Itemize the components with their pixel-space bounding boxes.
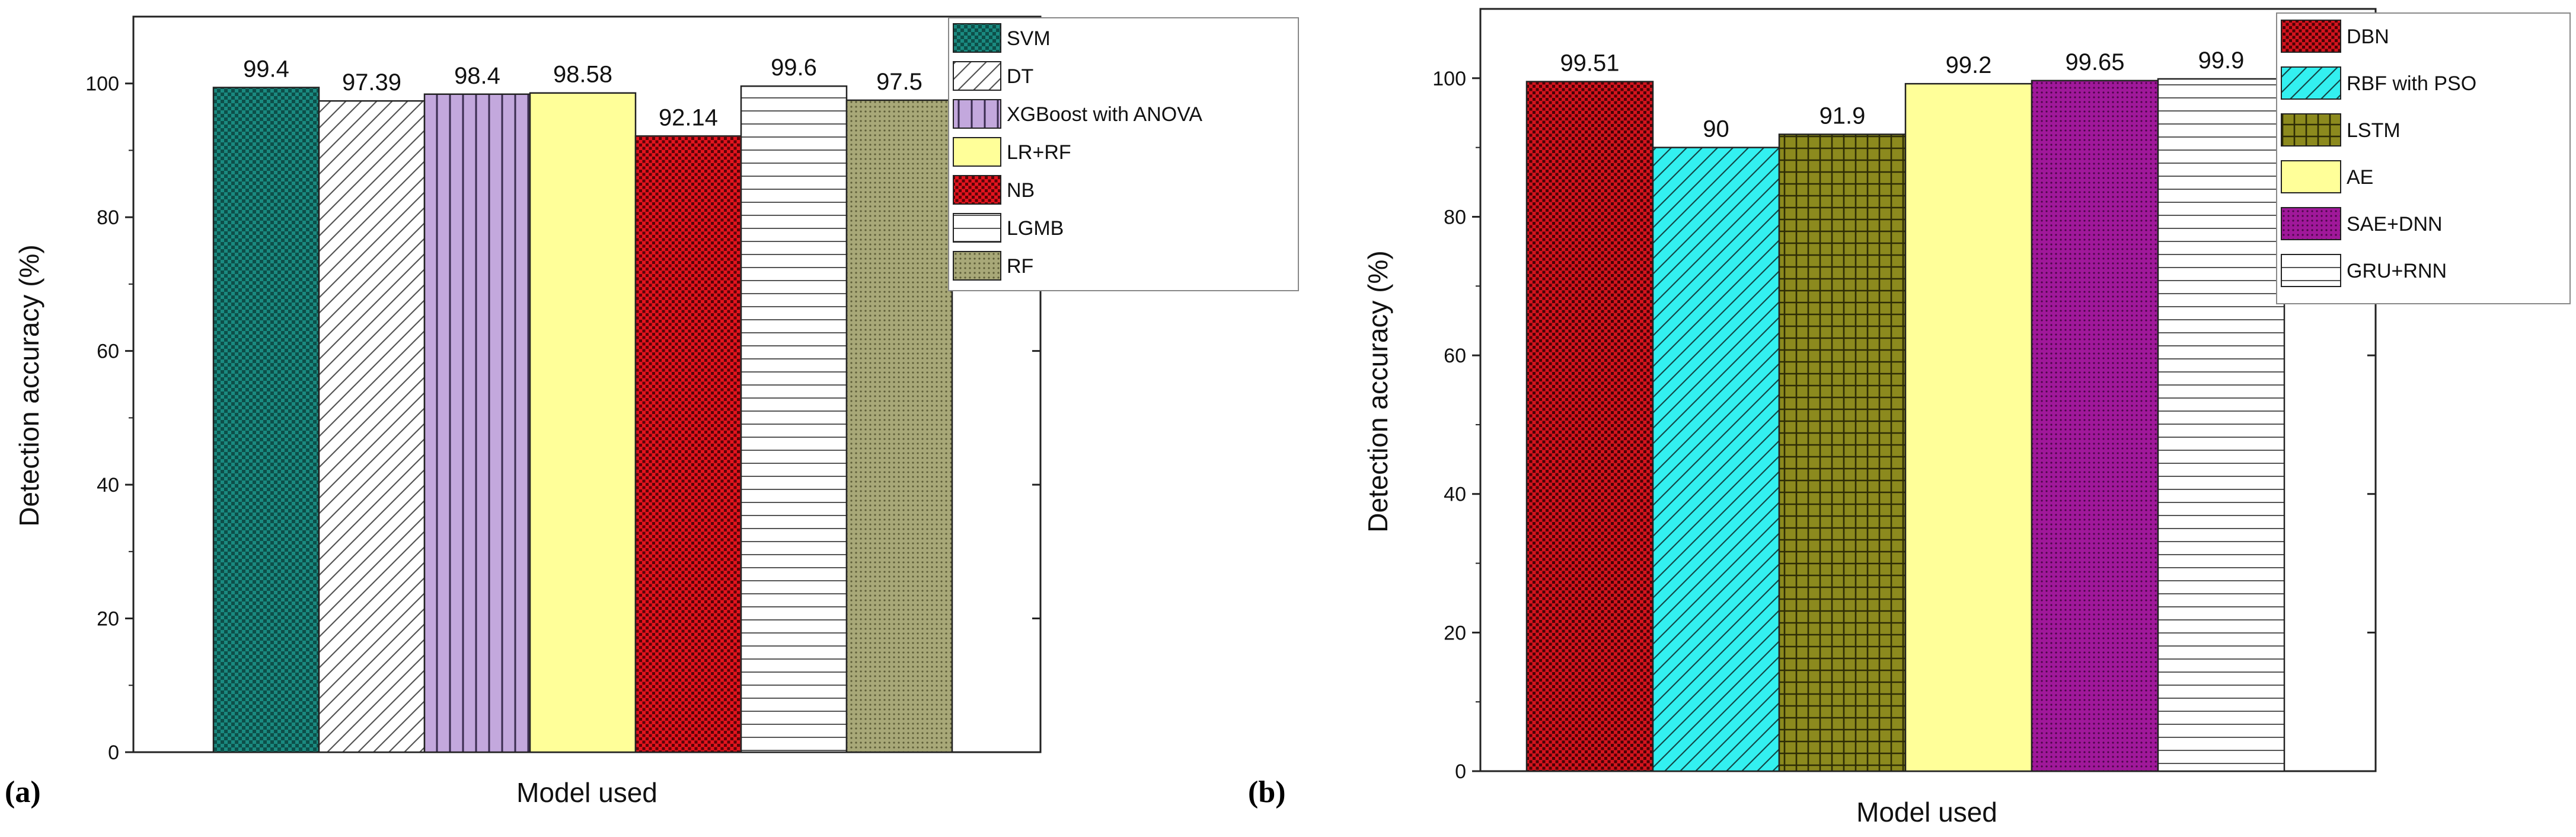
y-tick-label: 20: [1444, 622, 1466, 644]
legend-swatch-svm: [953, 23, 1001, 53]
legend-label-rbf-with-pso: RBF with PSO: [2347, 72, 2476, 95]
value-label-lstm: 91.9: [1820, 103, 1866, 129]
legend-label-nb: NB: [1007, 179, 1035, 202]
y-tick-label: 60: [97, 340, 119, 363]
legend-swatch-gru-rnn: [2281, 254, 2341, 287]
bar-dt: [318, 100, 426, 753]
legend-swatch-dbn: [2281, 20, 2341, 53]
legend-label-sae-dnn: SAE+DNN: [2347, 213, 2443, 235]
legend-label-dbn: DBN: [2347, 26, 2389, 48]
legend-swatch-lr-rf: [953, 137, 1001, 167]
bar-gru-rnn: [2157, 78, 2285, 772]
value-label-gru-rnn: 99.9: [2198, 47, 2245, 74]
legend-box-a: [948, 17, 1299, 291]
legend-swatch-sae-dnn: [2281, 207, 2341, 240]
x-axis-title-a: Model used: [516, 777, 657, 808]
value-label-lgmb: 99.6: [771, 55, 817, 81]
y-tick-label: 100: [1432, 68, 1466, 90]
legend-label-lr-rf: LR+RF: [1007, 141, 1071, 164]
bar-xgboost-with-anova: [423, 93, 531, 753]
value-label-rf: 97.5: [876, 69, 922, 95]
y-tick-label: 80: [97, 206, 119, 229]
legend-b: DBN RBF with PSO LSTM AE SAE+DNN GRU+RNN: [2276, 12, 2571, 304]
y-ticks-b: 0 20 40 60 80 100: [1432, 68, 2376, 783]
x-axis-title-b: Model used: [1856, 797, 1997, 828]
legend-swatch-nb: [953, 175, 1001, 205]
bar-nb: [634, 135, 742, 753]
legend-label-ae: AE: [2347, 166, 2373, 189]
bar-rf: [845, 99, 953, 753]
value-label-xgboost-with-anova: 98.4: [454, 63, 500, 89]
bars-b: [1525, 78, 2285, 772]
value-label-dbn: 99.51: [1560, 50, 1619, 77]
value-label-rbf-with-pso: 90: [1703, 116, 1729, 142]
value-label-nb: 92.14: [659, 104, 718, 131]
y-tick-label: 20: [97, 608, 119, 631]
y-tick-label: 80: [1444, 206, 1466, 228]
legend-label-gru-rnn: GRU+RNN: [2347, 260, 2447, 282]
y-axis-title-a: Detection accuracy (%): [14, 244, 44, 527]
value-label-ae: 99.2: [1946, 52, 1992, 78]
legend-swatch-rbf-with-pso: [2281, 66, 2341, 100]
panel-label-a: (a): [5, 775, 41, 809]
bar-rbf-with-pso: [1652, 147, 1780, 772]
legend-label-dt: DT: [1007, 65, 1033, 88]
y-tick-label: 0: [1455, 760, 1466, 783]
y-ticks-a: 0 20 40 60 80 100: [85, 73, 1040, 764]
legend-label-lstm: LSTM: [2347, 119, 2401, 142]
legend-label-svm: SVM: [1007, 27, 1051, 50]
value-labels-b: 99.51 90 91.9 99.2 99.65 99.9: [1560, 47, 2244, 142]
legend-label-rf: RF: [1007, 255, 1033, 278]
chart-panel-a: 0 20 40 60 80 100 99.4 97.39 98.4 98.58 92.14 99.6…: [5, 15, 1299, 809]
legend-swatch-lgmb: [953, 213, 1001, 243]
chart-panel-b: 0 20 40 60 80 100 99.51 90 91.9 99.2 99.65 99.9 De…: [1248, 8, 2571, 828]
legend-a: SVM DT XGBoost with ANOVA LR+RF NB LGMB RF: [948, 17, 1299, 291]
y-tick-label: 0: [108, 741, 119, 764]
y-tick-label: 60: [1444, 345, 1466, 367]
bar-dbn: [1525, 81, 1654, 772]
bar-lr-rf: [529, 92, 637, 753]
value-label-dt: 97.39: [342, 69, 401, 96]
y-tick-label: 40: [97, 474, 119, 497]
legend-label-lgmb: LGMB: [1007, 217, 1064, 240]
panel-label-b: (b): [1248, 775, 1286, 809]
bars-a: [212, 85, 953, 753]
bar-lstm: [1778, 133, 1907, 772]
value-label-lr-rf: 98.58: [553, 62, 612, 88]
legend-swatch-rf: [953, 251, 1001, 281]
bar-ae: [1904, 82, 2033, 772]
y-tick-label: 100: [85, 73, 119, 96]
legend-swatch-ae: [2281, 160, 2341, 193]
y-axis-title-b: Detection accuracy (%): [1362, 250, 1393, 533]
bar-sae-dnn: [2031, 79, 2159, 772]
y-tick-label: 40: [1444, 483, 1466, 506]
value-label-sae-dnn: 99.65: [2065, 49, 2124, 75]
bar-lgmb: [740, 85, 848, 753]
legend-swatch-xgboost-with-anova: [953, 99, 1001, 129]
value-labels-a: 99.4 97.39 98.4 98.58 92.14 99.6 97.5: [243, 55, 922, 131]
value-label-svm: 99.4: [243, 56, 289, 82]
legend-swatch-dt: [953, 61, 1001, 91]
bar-svm: [212, 87, 320, 753]
legend-label-xgboost-with-anova: XGBoost with ANOVA: [1007, 103, 1202, 126]
legend-swatch-lstm: [2281, 113, 2341, 147]
